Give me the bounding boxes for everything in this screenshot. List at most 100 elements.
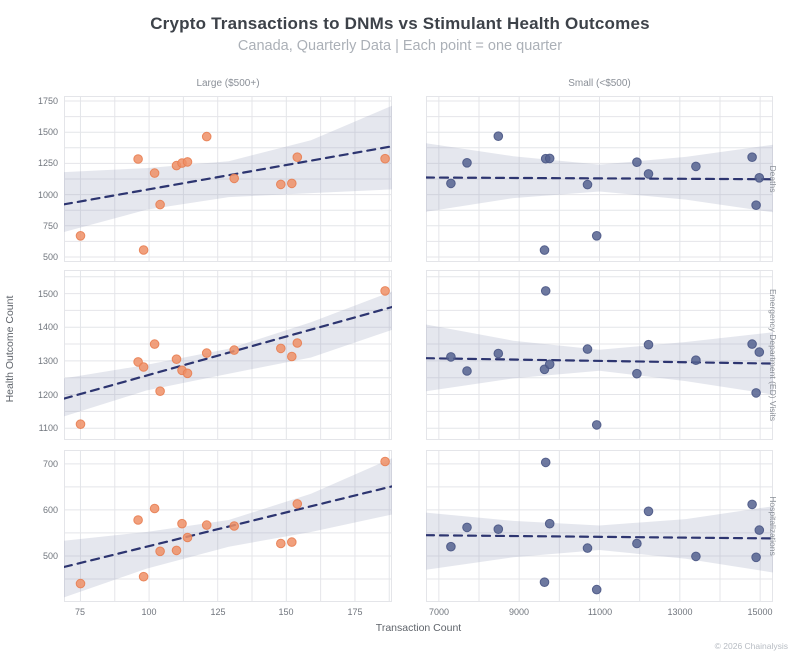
scatter-point bbox=[539, 245, 550, 255]
scatter-point bbox=[539, 577, 550, 587]
facet-row-label-deaths: Deaths bbox=[768, 165, 778, 193]
scatter-point bbox=[591, 420, 602, 430]
facet-row-label-ed: Emergency Department (ED) Visits bbox=[768, 288, 778, 422]
scatter-point bbox=[287, 178, 297, 189]
facet-panel-ed-small bbox=[426, 270, 773, 440]
scatter-point bbox=[691, 161, 701, 172]
scatter-plot bbox=[426, 96, 773, 262]
y-tick-label: 1000 bbox=[37, 190, 58, 200]
scatter-point bbox=[201, 348, 212, 358]
scatter-point bbox=[182, 532, 193, 543]
scatter-point bbox=[754, 525, 765, 535]
x-tick-label: 7000 bbox=[428, 607, 450, 617]
scatter-point bbox=[446, 541, 456, 552]
scatter-point bbox=[632, 538, 642, 549]
scatter-point bbox=[201, 131, 212, 142]
scatter-point bbox=[754, 347, 765, 357]
scatter-point bbox=[182, 368, 193, 379]
y-tick-label: 500 bbox=[42, 551, 58, 561]
y-tick-label: 750 bbox=[42, 221, 58, 231]
confidence-band bbox=[426, 324, 773, 395]
y-tick-label: 600 bbox=[42, 505, 58, 515]
x-tick-label: 75 bbox=[74, 607, 85, 617]
panel-border bbox=[426, 270, 773, 440]
facet-column-header-small: Small (<$500) bbox=[568, 78, 631, 89]
scatter-point bbox=[747, 152, 757, 163]
scatter-plot bbox=[426, 270, 773, 440]
panel-border bbox=[64, 96, 392, 262]
y-tick-label: 1750 bbox=[37, 96, 58, 106]
trend-line bbox=[426, 357, 773, 365]
y-tick-label: 1300 bbox=[37, 356, 58, 366]
y-tick-label: 1400 bbox=[37, 322, 58, 332]
scatter-point bbox=[582, 543, 593, 553]
scatter-point bbox=[133, 154, 143, 164]
scatter-point bbox=[632, 368, 642, 379]
scatter-point bbox=[591, 584, 602, 595]
facet-panel-deaths-small bbox=[426, 96, 773, 262]
x-tick-label: 100 bbox=[141, 607, 157, 617]
scatter-plot bbox=[64, 96, 392, 262]
facet-panel-ed-large bbox=[64, 270, 392, 440]
scatter-point bbox=[582, 344, 593, 354]
scatter-point bbox=[138, 245, 149, 255]
x-tick-label: 13000 bbox=[667, 607, 693, 617]
scatter-point bbox=[540, 457, 551, 468]
scatter-point bbox=[493, 524, 504, 534]
scatter-point bbox=[446, 352, 456, 362]
scatter-point bbox=[229, 521, 239, 531]
scatter-point bbox=[462, 366, 472, 376]
panel-border bbox=[64, 450, 392, 602]
scatter-point bbox=[276, 538, 286, 549]
y-tick-label: 1500 bbox=[37, 289, 58, 299]
facet-panel-hosp-small bbox=[426, 450, 773, 602]
facet-column-header-large: Large ($500+) bbox=[196, 78, 260, 89]
scatter-point bbox=[582, 179, 593, 190]
scatter-point bbox=[751, 200, 761, 210]
scatter-point bbox=[462, 158, 472, 168]
x-tick-label: 11000 bbox=[587, 607, 613, 617]
scatter-point bbox=[493, 131, 504, 142]
scatter-point bbox=[462, 522, 472, 533]
scatter-point bbox=[292, 499, 303, 509]
y-tick-label: 700 bbox=[42, 459, 58, 469]
scatter-point bbox=[177, 518, 187, 529]
scatter-point bbox=[201, 520, 212, 530]
y-tick-label: 500 bbox=[42, 252, 58, 262]
scatter-plot bbox=[64, 270, 392, 440]
scatter-plot bbox=[64, 450, 392, 602]
scatter-point bbox=[544, 359, 555, 370]
panel-border bbox=[426, 450, 773, 602]
trend-line bbox=[64, 305, 392, 400]
scatter-point bbox=[133, 515, 143, 525]
chart-subtitle: Canada, Quarterly Data | Each point = on… bbox=[237, 38, 563, 54]
copyright-credit: © 2026 Chainalysis bbox=[714, 641, 788, 651]
scatter-point bbox=[544, 518, 555, 529]
x-tick-label: 150 bbox=[278, 607, 294, 617]
scatter-point bbox=[540, 286, 551, 296]
panel-border bbox=[64, 270, 392, 440]
scatter-point bbox=[287, 537, 297, 547]
scatter-point bbox=[747, 339, 757, 349]
scatter-point bbox=[75, 231, 86, 241]
confidence-band bbox=[64, 105, 392, 232]
scatter-point bbox=[691, 551, 701, 562]
x-tick-label: 9000 bbox=[508, 607, 530, 617]
scatter-point bbox=[691, 355, 701, 365]
x-axis-title: Transaction Count bbox=[375, 622, 462, 634]
scatter-point bbox=[292, 338, 303, 348]
scatter-point bbox=[155, 199, 165, 210]
scatter-point bbox=[276, 343, 286, 354]
scatter-plot bbox=[426, 450, 773, 602]
scatter-point bbox=[754, 173, 765, 183]
scatter-point bbox=[751, 552, 761, 563]
scatter-point bbox=[155, 386, 165, 396]
facet-panel-deaths-large bbox=[64, 96, 392, 262]
scatter-point bbox=[747, 499, 757, 510]
panel-border bbox=[426, 96, 773, 262]
scatter-point bbox=[380, 153, 390, 164]
trend-line bbox=[426, 176, 773, 181]
scatter-point bbox=[155, 546, 165, 557]
scatter-point bbox=[446, 178, 456, 189]
